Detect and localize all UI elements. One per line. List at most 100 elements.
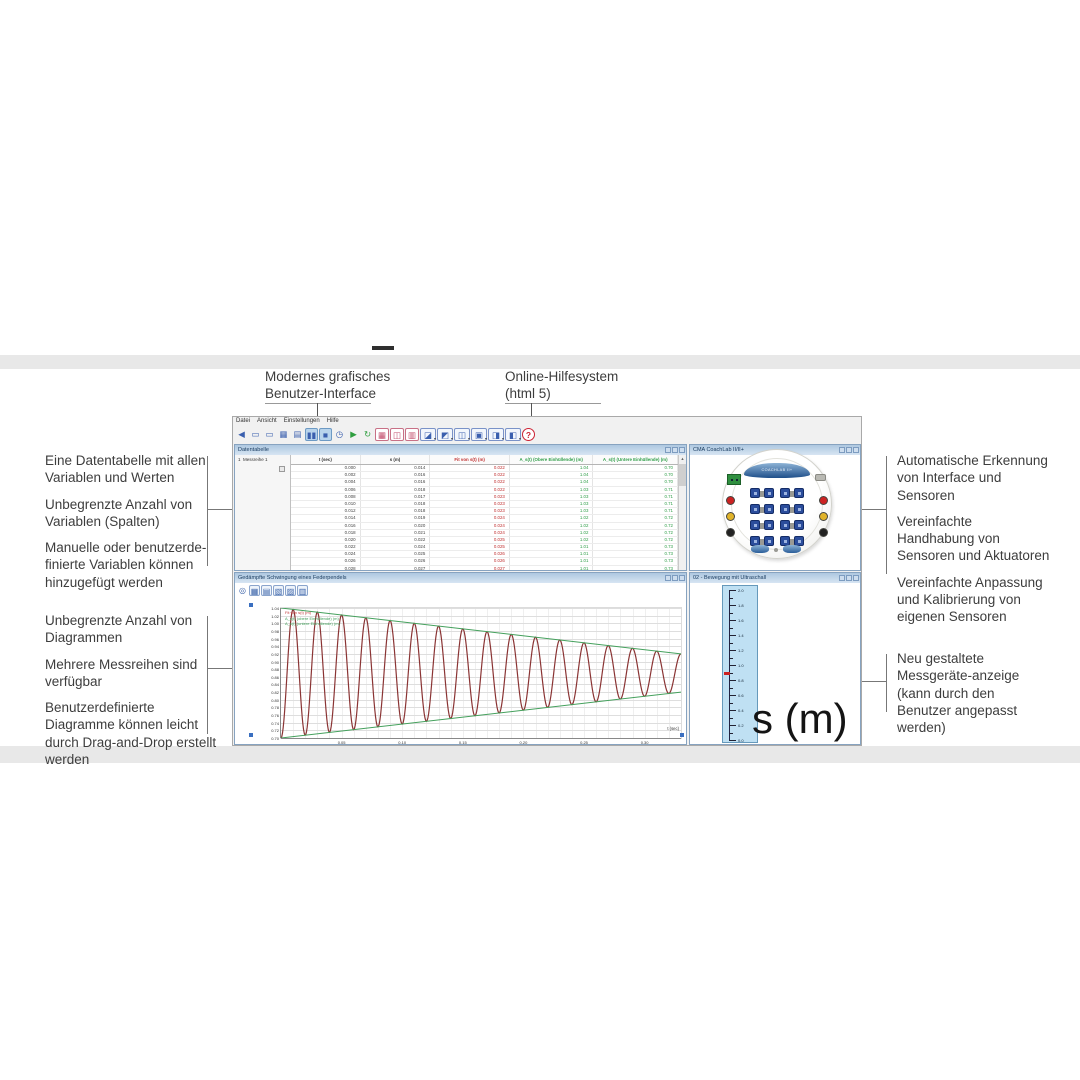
minimize-button[interactable]: [839, 574, 845, 581]
print-button[interactable]: ▤: [293, 429, 302, 439]
pan-icon[interactable]: ▤: [261, 584, 272, 596]
table-row[interactable]: 0.008 0.017 0.023 1.03 0.71: [291, 493, 678, 501]
plug-icon: [794, 488, 804, 498]
ruler-minor-tick: [729, 627, 733, 629]
meter-ruler[interactable]: 2.0 1.8 1.6 1.4 1.2 1.0 0.8 0.6 0.4 0.2 0.0: [722, 585, 758, 743]
table-row[interactable]: 0.020 0.022 0.025 1.02 0.72: [291, 536, 678, 545]
back-button[interactable]: ◀: [238, 429, 245, 439]
dropdown-arrow-icon[interactable]: ▾: [484, 436, 487, 441]
table-row[interactable]: 0.016 0.020 0.024 1.02 0.72: [291, 522, 678, 530]
pause-button[interactable]: ▮▮: [305, 428, 318, 441]
minimize-button[interactable]: [665, 574, 671, 581]
open-activity-button[interactable]: ▭: [265, 429, 274, 439]
zoom-icon[interactable]: ◎: [239, 585, 246, 595]
minimize-button[interactable]: [665, 446, 671, 453]
plug-icon: [794, 520, 804, 530]
connector-top-right: [531, 403, 532, 428]
menu-hilfe[interactable]: Hilfe: [326, 418, 339, 424]
grid-line-vertical: [365, 608, 367, 738]
close-button[interactable]: [679, 574, 685, 581]
maximize-button[interactable]: [672, 446, 678, 453]
repeat-button[interactable]: ↻: [363, 429, 372, 439]
data-table-title-bar[interactable]: Datentabelle: [235, 445, 686, 455]
maximize-button[interactable]: [846, 446, 852, 453]
bracket-right-bottom: [886, 654, 887, 712]
table-scrollbar[interactable]: ▲: [678, 455, 686, 570]
table-row[interactable]: 0.026 0.026 0.026 1.01 0.73: [291, 558, 678, 566]
x-axis-tick-label: 0.25: [580, 740, 588, 745]
chart-panel-title-bar[interactable]: Gedämpfte Schwingung eines Federpendels: [235, 573, 686, 583]
close-button[interactable]: [853, 446, 859, 453]
close-button[interactable]: [853, 574, 859, 581]
column-header[interactable]: A_s(t) (Obere Einhüllende) (m): [510, 455, 594, 464]
diagram-button[interactable]: ◪ ▾: [420, 428, 436, 441]
table-row[interactable]: 0.014 0.019 0.024 1.02 0.72: [291, 515, 678, 523]
model-button[interactable]: ◨ ▾: [488, 428, 504, 441]
meter-panel-title-bar[interactable]: 02 - Bewegung mit Ultraschall: [690, 573, 860, 583]
table-row[interactable]: 0.000 0.014 0.022 1.04 0.70: [291, 465, 678, 473]
export-icon[interactable]: ▨: [285, 584, 296, 596]
menu-ansicht[interactable]: Ansicht: [257, 418, 277, 424]
column-header[interactable]: t (sec): [291, 455, 361, 464]
start-button[interactable]: ▶: [350, 429, 357, 439]
autoscale-icon[interactable]: ▦: [249, 584, 260, 596]
help-button[interactable]: ?: [522, 428, 535, 441]
dropdown-arrow-icon[interactable]: ▾: [433, 436, 436, 441]
device-gray-port: [815, 474, 826, 481]
table-row[interactable]: 0.022 0.024 0.025 1.01 0.73: [291, 544, 678, 552]
ruler-minor-tick: [729, 732, 733, 734]
stop-button[interactable]: ■: [319, 428, 332, 441]
device-bottom-arc-left: [751, 545, 769, 553]
annotate-icon[interactable]: ▧: [273, 584, 284, 596]
dropdown-arrow-icon[interactable]: ▾: [518, 436, 521, 441]
device-port-right: [819, 512, 828, 521]
scroll-thumb[interactable]: [679, 464, 686, 486]
close-button[interactable]: [679, 446, 685, 453]
timer-button[interactable]: ◷: [335, 429, 344, 439]
resize-handle[interactable]: [249, 603, 253, 607]
minimize-button[interactable]: [839, 446, 845, 453]
table-row[interactable]: 0.024 0.025 0.026 1.01 0.73: [291, 551, 678, 559]
analysis-button[interactable]: ◩ ▾: [437, 428, 453, 441]
table-display-button[interactable]: ◫: [390, 428, 404, 441]
column-header[interactable]: s (m): [361, 455, 431, 464]
maximize-button[interactable]: [846, 574, 852, 581]
processing-button[interactable]: ◫ ▾: [454, 428, 470, 441]
data-grid[interactable]: t (sec) s (m) Fit von s(t) (m) A_s(t) (Ober…: [291, 455, 678, 570]
table-cell: 0.016: [361, 472, 431, 479]
table-row[interactable]: 0.028 0.027 0.027 1.01 0.73: [291, 565, 678, 570]
coachlab-device-image[interactable]: COACHLAB II+: [722, 449, 832, 559]
table-row[interactable]: 0.002 0.016 0.022 1.04 0.70: [291, 472, 678, 480]
table-row[interactable]: 0.006 0.018 0.022 1.03 0.71: [291, 486, 678, 494]
table-row[interactable]: 0.010 0.018 0.023 1.03 0.71: [291, 500, 678, 509]
dropdown-arrow-icon[interactable]: ▾: [501, 436, 504, 441]
video-button[interactable]: ▣ ▾: [471, 428, 487, 441]
table-row[interactable]: 0.004 0.016 0.022 1.04 0.70: [291, 479, 678, 487]
column-header[interactable]: A_s(t) (Untere Einhüllende) (m): [593, 455, 678, 464]
open-file-button[interactable]: ▭: [251, 429, 260, 439]
column-header[interactable]: Fit von s(t) (m): [430, 455, 510, 464]
meter-display-button[interactable]: ▥: [405, 428, 419, 441]
chart-plot-area[interactable]: 1.04 1.02 1.00 0.98 0.96 0.94 0.92 0.90 0.88 0.86…: [271, 606, 682, 745]
menu-datei[interactable]: Datei: [236, 418, 251, 424]
table-cell: 0.023: [430, 493, 510, 500]
table-row[interactable]: 0.012 0.018 0.023 1.03 0.71: [291, 508, 678, 516]
value-display-button[interactable]: ▦: [375, 428, 389, 441]
plug-icon: [764, 488, 774, 498]
scroll-up-icon[interactable]: ▲: [680, 456, 685, 461]
print-diagram-icon[interactable]: ▥: [297, 584, 308, 596]
annotation-text: Manuelle oder benutzerde-finierte Variab…: [45, 540, 207, 590]
bottom-divider-band: [0, 746, 1080, 763]
table-row[interactable]: 0.018 0.021 0.024 1.02 0.72: [291, 529, 678, 537]
dropdown-arrow-icon[interactable]: ▾: [450, 436, 453, 441]
save-button[interactable]: ▦: [279, 429, 288, 439]
table-cell: 0.025: [430, 536, 510, 544]
options-button[interactable]: ◧ ▾: [505, 428, 521, 441]
row-header-column[interactable]: 1 Messreihe 1: [235, 455, 291, 570]
dropdown-arrow-icon[interactable]: ▾: [467, 436, 470, 441]
resize-handle[interactable]: [680, 733, 684, 737]
maximize-button[interactable]: [672, 574, 678, 581]
expand-box[interactable]: [279, 466, 285, 472]
resize-handle[interactable]: [249, 733, 253, 737]
menu-einstellungen[interactable]: Einstellungen: [283, 418, 320, 424]
